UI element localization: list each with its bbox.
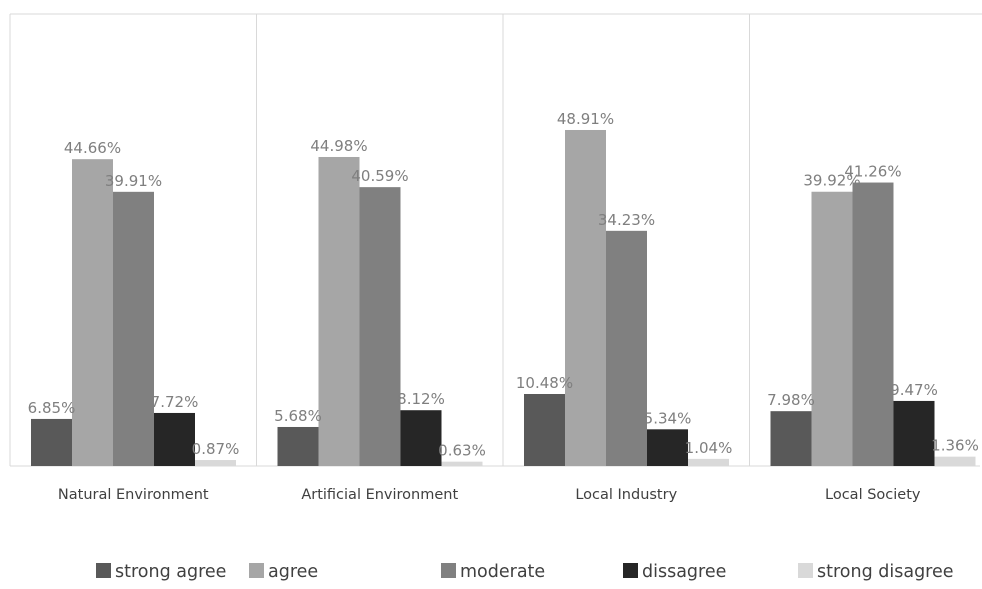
legend-swatch-moderate <box>441 563 456 578</box>
category-label-local-society: Local Society <box>825 487 921 503</box>
bar-strong-disagree-local-society <box>934 456 976 466</box>
data-label-strong-disagree-artificial-environment: 0.63% <box>438 442 486 460</box>
bar-strong-agree-artificial-environment <box>277 426 319 466</box>
legend-label-agree: agree <box>268 562 318 582</box>
bar-strong-disagree-local-industry <box>688 458 729 466</box>
data-label-strong-agree-local-industry: 10.48% <box>516 374 573 392</box>
legend-label-strong-agree: strong agree <box>115 562 226 582</box>
legend-swatch-agree <box>249 563 264 578</box>
category-label-local-industry: Local Industry <box>575 487 677 503</box>
bar-dissagree-local-industry <box>647 429 688 466</box>
bar-agree-local-society <box>811 191 853 466</box>
data-label-agree-artificial-environment: 44.98% <box>310 137 367 155</box>
bar-moderate-local-industry <box>606 230 647 466</box>
data-label-moderate-local-industry: 34.23% <box>598 211 655 229</box>
data-label-dissagree-natural-environment: 7.72% <box>151 393 199 411</box>
bar-agree-local-industry <box>565 129 606 467</box>
legend-swatch-strong-disagree <box>798 563 813 578</box>
bar-dissagree-artificial-environment <box>400 410 442 466</box>
data-label-dissagree-local-society: 9.47% <box>890 381 938 399</box>
data-label-strong-disagree-local-society: 1.36% <box>931 437 979 455</box>
data-label-dissagree-local-industry: 5.34% <box>644 409 692 427</box>
legend-swatch-dissagree <box>623 563 638 578</box>
data-label-agree-local-industry: 48.91% <box>557 110 614 128</box>
bar-strong-agree-local-society <box>770 411 812 466</box>
legend-label-dissagree: dissagree <box>642 562 726 582</box>
data-label-agree-local-society: 39.92% <box>803 172 860 190</box>
bar-moderate-artificial-environment <box>359 187 401 466</box>
bar-strong-agree-local-industry <box>524 394 565 466</box>
bar-strong-agree-natural-environment <box>31 418 72 466</box>
data-label-moderate-natural-environment: 39.91% <box>105 172 162 190</box>
bar-agree-artificial-environment <box>318 156 360 466</box>
data-label-strong-agree-artificial-environment: 5.68% <box>274 407 322 425</box>
bar-dissagree-local-society <box>893 400 935 466</box>
bar-moderate-local-society <box>852 182 894 466</box>
data-label-strong-disagree-local-industry: 1.04% <box>685 439 733 457</box>
data-label-strong-agree-local-society: 7.98% <box>767 391 815 409</box>
category-label-natural-environment: Natural Environment <box>58 487 209 503</box>
data-label-moderate-artificial-environment: 40.59% <box>351 167 408 185</box>
bar-agree-natural-environment <box>72 159 113 467</box>
legend-swatch-strong-agree <box>96 563 111 578</box>
bar-strong-disagree-natural-environment <box>195 460 236 466</box>
data-label-strong-disagree-natural-environment: 0.87% <box>192 440 240 458</box>
legend-label-strong-disagree: strong disagree <box>817 562 954 582</box>
bar-dissagree-natural-environment <box>154 412 195 466</box>
data-label-agree-natural-environment: 44.66% <box>64 139 121 157</box>
category-label-artificial-environment: Artificial Environment <box>301 487 458 503</box>
bar-moderate-natural-environment <box>113 191 154 466</box>
data-label-moderate-local-society: 41.26% <box>844 163 901 181</box>
data-label-dissagree-artificial-environment: 8.12% <box>397 390 445 408</box>
legend-label-moderate: moderate <box>460 562 545 582</box>
data-label-strong-agree-natural-environment: 6.85% <box>28 399 76 417</box>
bar-strong-disagree-artificial-environment <box>441 461 483 466</box>
